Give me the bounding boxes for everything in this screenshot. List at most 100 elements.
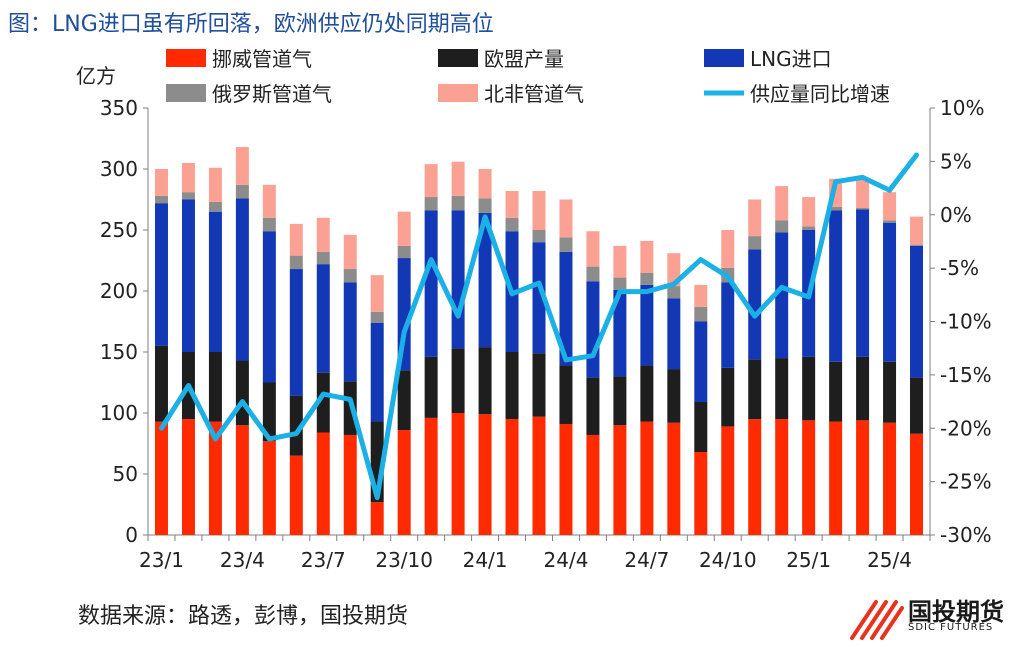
x-tick-label: 24/10 [699, 548, 757, 572]
bar-segment-2 [532, 353, 546, 417]
bar-segment-4 [370, 311, 384, 323]
bar-segment-5 [370, 275, 384, 312]
bar-segment-4 [181, 192, 195, 200]
y2-tick-label: 5% [940, 149, 972, 173]
logo-name: 国投期货 [908, 598, 1004, 626]
bar-segment-5 [532, 190, 546, 230]
y2-tick-label: 0% [940, 203, 972, 227]
bar-segment-1 [856, 420, 870, 535]
bar-segment-1 [505, 419, 519, 535]
bar-segment-5 [235, 147, 249, 185]
bar-segment-3 [289, 269, 303, 396]
bar-segment-4 [397, 245, 411, 259]
growth-point [699, 258, 703, 262]
bar-segment-5 [154, 169, 168, 196]
bar-segment-3 [910, 245, 924, 378]
growth-point [186, 384, 190, 388]
growth-point [645, 290, 649, 294]
bar-segment-5 [559, 199, 573, 238]
bar-segment-2 [586, 377, 600, 435]
bar-segment-1 [370, 502, 384, 535]
bar-segment-3 [532, 242, 546, 354]
growth-point [537, 281, 541, 285]
bar-segment-5 [343, 234, 357, 270]
bar-segment-4 [883, 220, 897, 223]
bar-segment-4 [154, 195, 168, 204]
bar-segment-2 [505, 352, 519, 420]
bar-segment-4 [235, 184, 249, 199]
bar-segment-3 [262, 231, 276, 383]
bar-segment-4 [262, 217, 276, 232]
brand-logo: 国投期货 SDIC FUTURES [846, 592, 1016, 642]
bar-segment-1 [694, 452, 708, 535]
y-tick-label: 100 [100, 401, 138, 425]
bar-segment-5 [586, 231, 600, 267]
bar-segment-5 [208, 167, 222, 202]
x-tick-label: 25/4 [867, 548, 912, 572]
bar-segment-3 [721, 282, 735, 368]
bar-segment-2 [397, 370, 411, 431]
y2-tick-label: -10% [940, 310, 992, 334]
bar-segment-3 [451, 210, 465, 349]
bar-segment-1 [721, 426, 735, 535]
bar-segment-4 [424, 197, 438, 211]
y2-tick-label: -20% [940, 416, 992, 440]
bar-segment-4 [532, 230, 546, 243]
bar-segment-5 [748, 199, 762, 237]
bar-segment-2 [856, 356, 870, 421]
growth-point [753, 314, 757, 318]
bar-segment-5 [910, 216, 924, 245]
bar-segment-1 [640, 421, 654, 535]
growth-point [321, 392, 325, 396]
bar-segment-1 [829, 421, 843, 535]
bar-segment-3 [181, 199, 195, 352]
growth-point [888, 188, 892, 192]
bar-segment-5 [181, 162, 195, 193]
bar-segment-4 [910, 244, 924, 246]
bar-segment-2 [775, 358, 789, 420]
bar-segment-4 [559, 237, 573, 252]
bar-segment-1 [883, 422, 897, 535]
bar-segment-5 [775, 186, 789, 221]
bar-segment-2 [262, 382, 276, 442]
bar-segment-2 [613, 376, 627, 426]
bar-segment-1 [208, 421, 222, 535]
legend-swatch [704, 49, 744, 67]
bar-segment-5 [478, 169, 492, 199]
bar-segment-1 [478, 414, 492, 535]
bar-segment-4 [451, 195, 465, 211]
bar-segment-5 [397, 211, 411, 246]
bar-segment-4 [505, 217, 519, 232]
growth-point [726, 275, 730, 279]
bar-segment-3 [748, 249, 762, 360]
bar-segment-2 [721, 367, 735, 427]
bar-segment-3 [208, 211, 222, 352]
bar-segment-4 [694, 306, 708, 322]
bar-segment-1 [748, 419, 762, 535]
sdic-logo-icon [850, 600, 904, 640]
bar-segment-2 [154, 345, 168, 422]
growth-point [861, 175, 865, 179]
bar-segment-4 [856, 208, 870, 210]
bar-segment-4 [829, 206, 843, 211]
growth-point [456, 314, 460, 318]
bar-segment-5 [613, 245, 627, 278]
bar-segment-5 [505, 190, 519, 218]
bar-segment-3 [559, 251, 573, 366]
bar-segment-1 [586, 434, 600, 535]
bar-segment-1 [289, 455, 303, 535]
bar-segment-3 [316, 264, 330, 373]
growth-point [375, 496, 379, 500]
y-tick-label: 0 [125, 523, 138, 547]
bar-segment-1 [181, 419, 195, 535]
bar-segment-5 [640, 240, 654, 273]
bar-segment-2 [694, 402, 708, 453]
x-tick-label: 23/4 [220, 548, 265, 572]
bar-segment-2 [289, 395, 303, 456]
bar-segment-4 [343, 269, 357, 283]
bar-segment-1 [532, 416, 546, 535]
growth-point [240, 400, 244, 404]
y-tick-label: 50 [113, 462, 138, 486]
bar-segment-1 [424, 417, 438, 535]
